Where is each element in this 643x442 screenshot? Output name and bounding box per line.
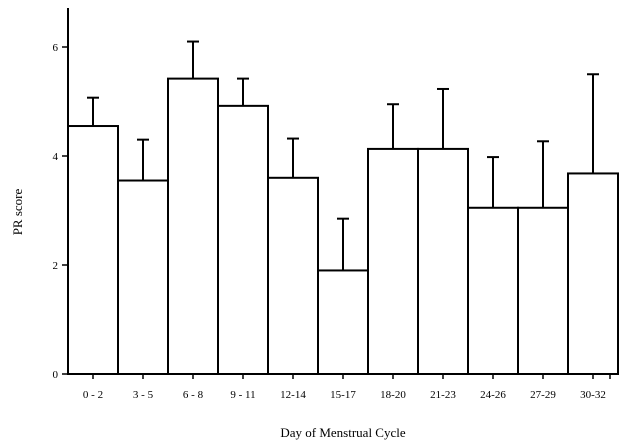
bar	[117, 179, 169, 375]
x-tick-label: 15-17	[330, 389, 356, 401]
bar	[67, 125, 119, 376]
bar	[367, 147, 419, 375]
x-tick-label: 9 - 11	[230, 389, 255, 401]
bar	[267, 176, 319, 375]
bar	[567, 172, 619, 375]
x-tick-label: 27-29	[530, 389, 556, 401]
bar	[517, 206, 569, 375]
bar	[467, 206, 519, 375]
bar	[317, 269, 369, 376]
x-tick-label: 3 - 5	[133, 389, 154, 401]
x-ticks: 0 - 2 3 - 5 6 - 8 9 - 11 12-14 15-17 18-20 21-2…	[83, 374, 611, 401]
y-tick-label: 4	[53, 151, 59, 163]
x-tick-label: 0 - 2	[83, 389, 103, 401]
y-axis-title: PR score	[10, 188, 25, 235]
error-bars-layer	[87, 40, 599, 271]
bar	[167, 77, 219, 376]
bar	[217, 104, 269, 376]
x-tick-label: 6 - 8	[183, 389, 204, 401]
y-ticks: 0 2 4 6	[53, 42, 68, 381]
x-axis-title: Day of Menstrual Cycle	[280, 425, 406, 440]
y-tick-label: 2	[53, 260, 59, 272]
bar	[417, 147, 469, 375]
x-tick-label: 21-23	[430, 389, 456, 401]
x-tick-label: 18-20	[380, 389, 406, 401]
y-tick-label: 0	[53, 369, 59, 381]
x-tick-label: 24-26	[480, 389, 506, 401]
x-tick-label: 30-32	[580, 389, 606, 401]
x-tick-label: 12-14	[280, 389, 306, 401]
y-tick-label: 6	[53, 42, 59, 54]
